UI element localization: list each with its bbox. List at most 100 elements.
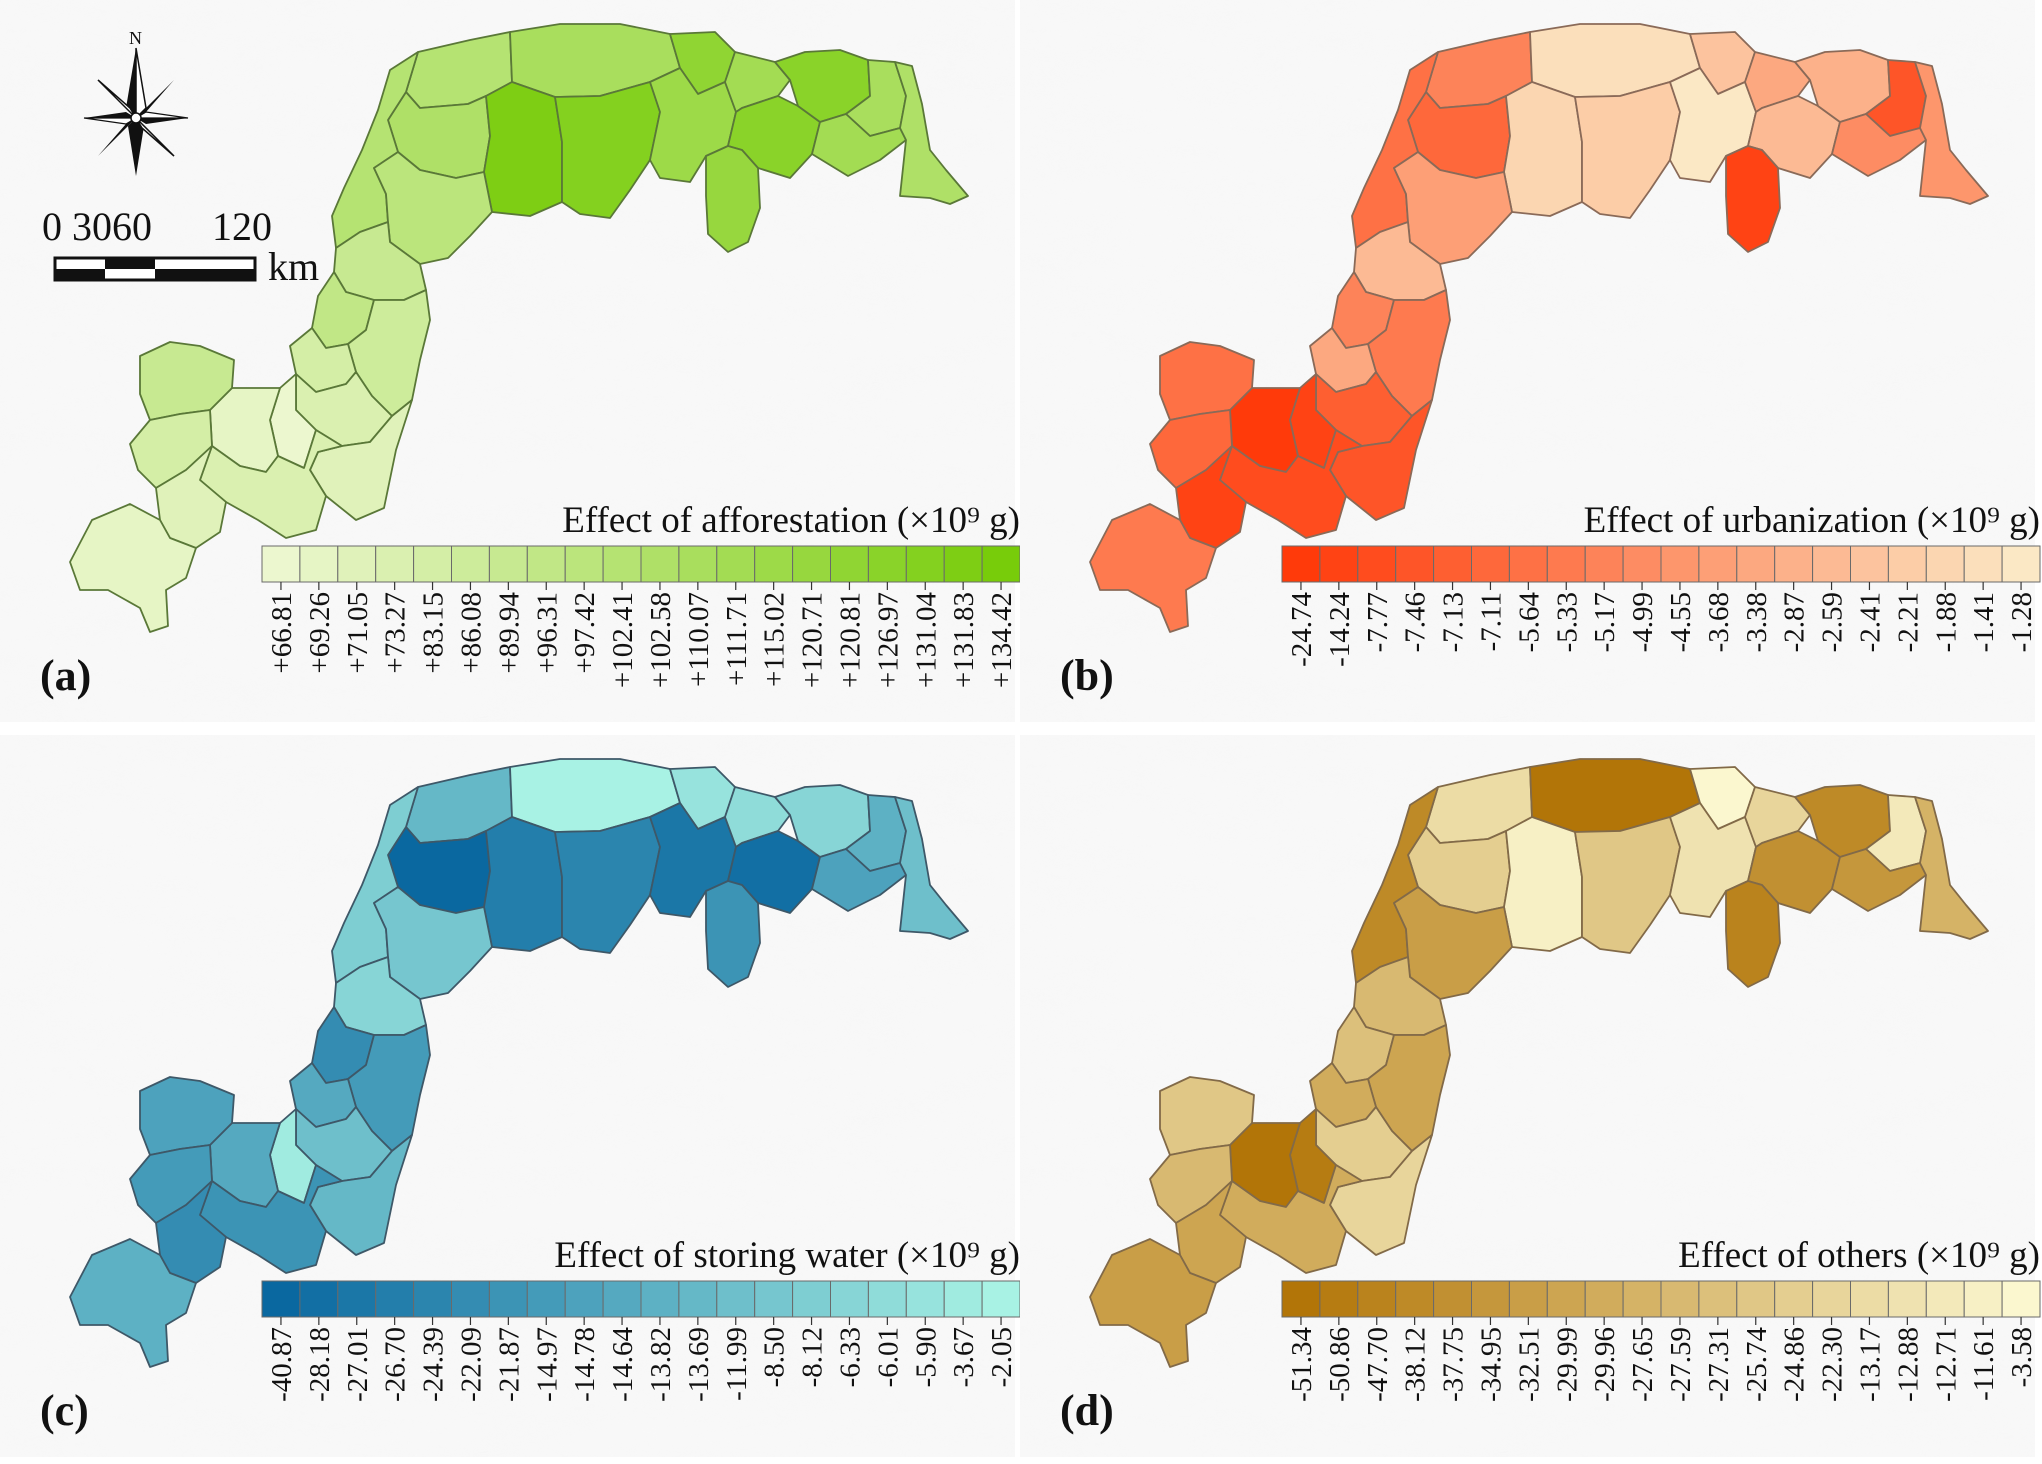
legend-tick-label: -25.74: [1741, 1327, 1773, 1402]
legend-tick-label: -29.96: [1589, 1327, 1621, 1402]
legend-tick-label: -24.39: [418, 1327, 450, 1402]
legend-swatch: [337, 545, 377, 583]
legend-tick-label: +96.31: [531, 592, 563, 674]
legend-tick-label: -14.64: [607, 1327, 639, 1402]
county-region: [1089, 1238, 1217, 1368]
legend-tick-label: -3.68: [1703, 592, 1735, 652]
panel-label: (d): [1060, 1386, 1114, 1435]
legend-color-ramp: -40.87 -28.18 -27.01 -26.70 -24.39 -22.09 -21.…: [261, 1280, 1021, 1402]
legend-swatch: [1357, 1280, 1397, 1318]
county-region: [69, 1238, 197, 1368]
legend-tick-label: -4.55: [1665, 592, 1697, 652]
region-map: [69, 758, 969, 1368]
panel-c: Effect of storing water (×10⁹ g)-40.87 -2…: [0, 735, 1021, 1457]
county-region: [199, 1164, 343, 1274]
county-region: [155, 1180, 227, 1284]
legend-swatch: [451, 1280, 490, 1318]
county-region: [1725, 145, 1781, 253]
legend-swatch: [1433, 545, 1473, 583]
legend-tick-label: -12.88: [1892, 1327, 1924, 1402]
legend-swatch: [1850, 545, 1889, 583]
legend-tick-label: +111.71: [721, 592, 753, 686]
county-region: [1747, 830, 1841, 914]
region-map: [1089, 23, 1989, 633]
county-region: [1725, 880, 1781, 988]
legend-swatch: [2001, 1280, 2041, 1318]
legend-tick-label: -7.77: [1362, 592, 1394, 652]
panel-label: (c): [40, 1386, 89, 1435]
legend-title: Effect of urbanization (×10⁹ g): [1584, 500, 2040, 541]
panel-a: Effect of afforestation (×10⁹ g)+66.81 +6…: [0, 0, 1021, 722]
legend-swatch: [1812, 545, 1851, 583]
county-region: [727, 95, 821, 179]
legend-tick-label: -21.87: [493, 1327, 525, 1402]
legend-swatch: [526, 545, 566, 583]
region-map: [1089, 758, 1989, 1368]
county-region: [483, 816, 563, 952]
legend-tick-label: +126.97: [872, 592, 904, 688]
legend-swatch: [754, 545, 794, 583]
panel-label: (a): [40, 651, 91, 700]
legend-tick-label: -7.13: [1438, 592, 1470, 652]
county-region: [554, 816, 661, 954]
legend-swatch: [1584, 545, 1624, 583]
legend-swatch: [1925, 1280, 1965, 1318]
county-region: [1159, 1076, 1255, 1156]
county-region: [1914, 796, 1989, 940]
legend-swatch: [1357, 545, 1397, 583]
legend-swatch: [1736, 545, 1776, 583]
county-region: [1914, 61, 1989, 205]
legend-swatch: [1736, 1280, 1776, 1318]
legend-tick-label: -5.17: [1589, 592, 1621, 652]
legend-swatch: [716, 545, 756, 583]
legend-swatch: [1281, 545, 1321, 583]
county-region: [373, 151, 493, 265]
legend-swatch: [1433, 1280, 1473, 1318]
legend-swatch: [2001, 545, 2041, 583]
legend-swatch: [451, 545, 490, 583]
legend-tick-label: -13.17: [1854, 1327, 1886, 1402]
scale-bar-numbers: 0 3060 120: [42, 204, 272, 249]
legend-swatch: [830, 1280, 869, 1318]
legend-tick-label: -14.78: [569, 1327, 601, 1402]
legend-tick-label: -2.59: [1817, 592, 1849, 652]
legend-swatch: [602, 545, 642, 583]
county-region: [705, 145, 761, 253]
legend-tick-label: -22.09: [455, 1327, 487, 1402]
legend-tick-label: -8.50: [759, 1327, 791, 1387]
panel-label: (b): [1060, 651, 1114, 700]
legend-tick-label: -32.51: [1513, 1327, 1545, 1402]
legend-tick-label: -11.99: [721, 1327, 753, 1401]
county-region: [705, 880, 761, 988]
legend-swatch: [678, 545, 718, 583]
county-region: [483, 81, 563, 217]
legend-swatch: [1963, 1280, 2003, 1318]
legend-swatch: [564, 1280, 604, 1318]
legend-tick-label: -2.41: [1854, 592, 1886, 652]
legend-tick-label: +110.07: [683, 592, 715, 687]
county-region: [1089, 503, 1217, 633]
legend-swatch: [1698, 545, 1738, 583]
legend-swatch: [375, 545, 415, 583]
legend-tick-label: -2.21: [1892, 592, 1924, 652]
legend-tick-label: +89.94: [493, 592, 525, 674]
legend-swatch: [602, 1280, 642, 1318]
legend-tick-label: -2.87: [1779, 592, 1811, 652]
region-map: [69, 23, 969, 633]
legend-tick-label: -27.65: [1627, 1327, 1659, 1402]
legend-tick-label: -26.70: [380, 1327, 412, 1402]
legend-swatch: [1963, 545, 2003, 583]
legend-swatch: [1887, 1280, 1927, 1318]
legend-tick-label: +131.04: [910, 592, 942, 689]
county-region: [1159, 341, 1255, 421]
county-region: [1393, 886, 1513, 1000]
legend-tick-label: -7.11: [1475, 592, 1507, 651]
legend-swatch: [716, 1280, 756, 1318]
legend-swatch: [1546, 545, 1586, 583]
legend-tick-label: +115.02: [759, 592, 791, 687]
county-region: [1393, 151, 1513, 265]
legend-tick-label: -27.01: [342, 1327, 374, 1402]
county-region: [1574, 816, 1681, 954]
legend-tick-label: +134.42: [986, 592, 1018, 688]
